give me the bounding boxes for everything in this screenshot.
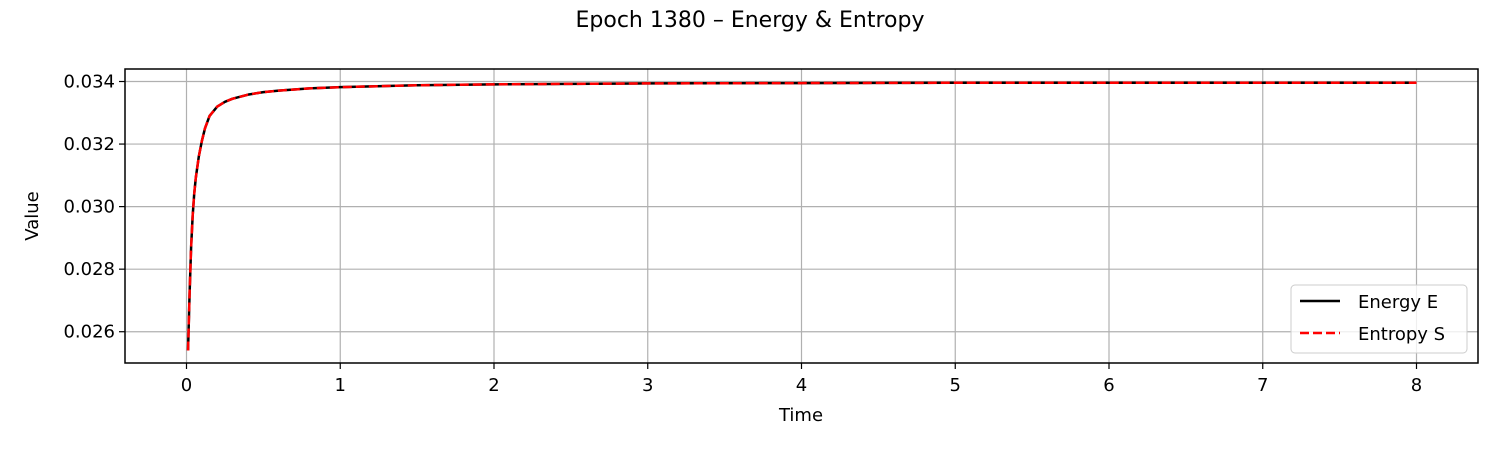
x-tick-label: 7 (1257, 375, 1268, 396)
x-tick-label: 1 (335, 375, 346, 396)
legend-label-entropy: Entropy S (1358, 324, 1445, 345)
y-tick-label: 0.032 (63, 134, 115, 155)
x-axis-label: Time (778, 405, 823, 426)
x-tick-label: 4 (796, 375, 807, 396)
legend-label-energy: Energy E (1358, 292, 1438, 313)
series-layer (186, 81, 1417, 351)
y-axis-label: Value (22, 191, 43, 240)
legend: Energy E Entropy S (1290, 284, 1468, 354)
x-tick-label: 0 (181, 375, 192, 396)
y-tick-label: 0.028 (63, 259, 115, 280)
grid-layer (125, 69, 1478, 363)
x-tick-label: 5 (950, 375, 961, 396)
y-tick-label: 0.030 (63, 197, 115, 218)
series-line-energy (186, 81, 1417, 351)
chart-title: Epoch 1380 – Energy & Entropy (576, 8, 925, 33)
series-line-entropy (186, 81, 1417, 351)
y-tick-label: 0.026 (63, 322, 115, 343)
x-tick-label: 8 (1411, 375, 1422, 396)
y-tick-label: 0.034 (63, 72, 115, 93)
x-tick-label: 6 (1103, 375, 1114, 396)
x-tick-label: 3 (642, 375, 653, 396)
x-axis-ticks: 0 1 2 3 4 5 6 7 8 (181, 363, 1422, 396)
x-tick-label: 2 (488, 375, 499, 396)
y-axis-ticks: 0.026 0.028 0.030 0.032 0.034 (63, 72, 125, 343)
